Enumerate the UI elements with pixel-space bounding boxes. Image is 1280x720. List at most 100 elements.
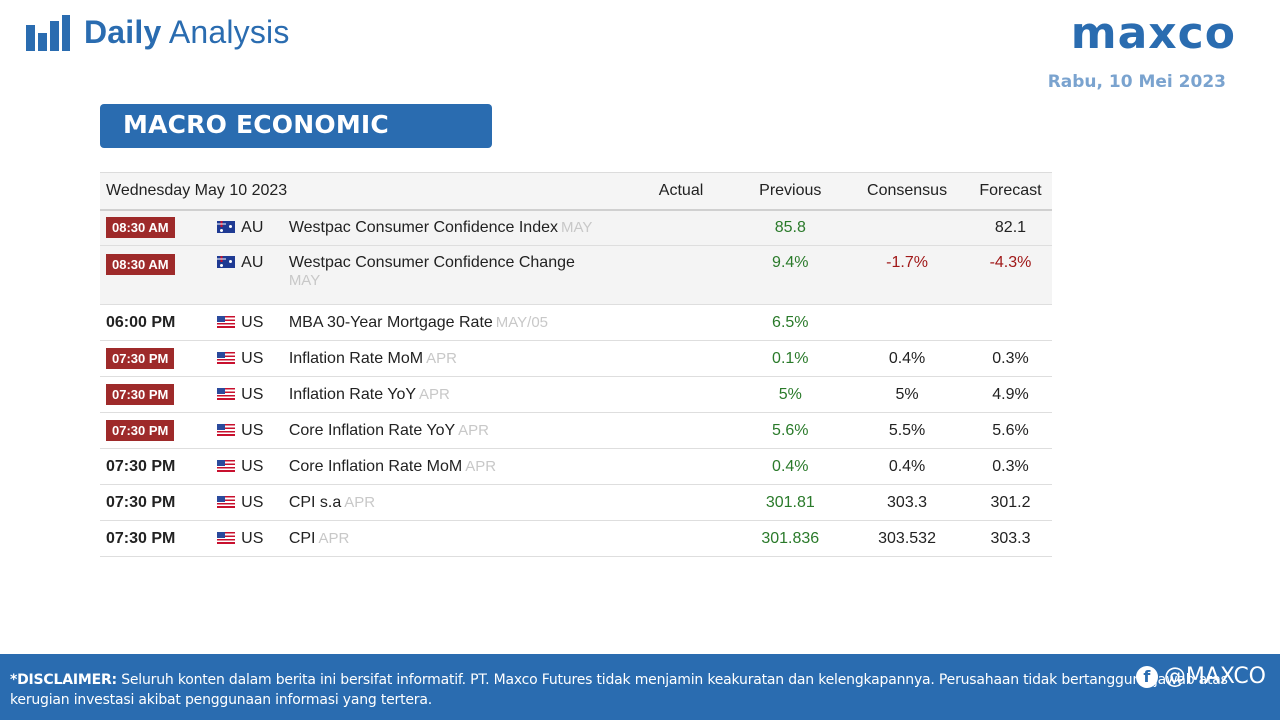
event-name-cell: CPI s.a APR xyxy=(289,485,627,521)
us-flag-icon xyxy=(217,459,236,472)
event-time-cell: 07:30 PM xyxy=(100,413,209,449)
disclaimer-label: *DISCLAIMER: xyxy=(10,672,117,688)
social-handle-text: @MAXCO xyxy=(1163,664,1266,689)
country-cell: AU xyxy=(209,246,289,305)
forecast-value: 303.3 xyxy=(990,529,1031,547)
col-consensus: Consensus xyxy=(867,181,948,199)
event-name: Core Inflation Rate MoM xyxy=(288,457,463,475)
forecast-value: 4.9% xyxy=(992,385,1029,403)
event-time: 07:30 PM xyxy=(106,457,176,475)
us-flag-icon xyxy=(217,423,236,436)
event-time-cell: 07:30 PM xyxy=(100,341,209,377)
actual-value xyxy=(627,485,736,521)
previous-value: 5% xyxy=(778,385,802,403)
country-cell: US xyxy=(209,377,289,413)
country-cell: US xyxy=(209,341,289,377)
au-flag-icon xyxy=(217,256,236,268)
event-name: Inflation Rate MoM xyxy=(288,349,424,367)
forecast-value: -4.3% xyxy=(989,254,1032,271)
actual-value xyxy=(627,449,736,485)
consensus-value: 5.5% xyxy=(888,421,926,439)
consensus-value: 5% xyxy=(895,385,919,403)
country-code: US xyxy=(241,457,264,475)
forecast-value: 0.3% xyxy=(992,457,1029,475)
previous-value: 85.8 xyxy=(774,218,806,236)
event-name-cell: MBA 30-Year Mortgage Rate MAY/05 xyxy=(289,305,627,341)
table-row: 07:30 PM US CPI s.a APR 301.81 303.3 301.2 xyxy=(100,485,1052,521)
event-period: MAY xyxy=(288,272,321,289)
forecast-value xyxy=(969,305,1052,341)
event-name-cell: Core Inflation Rate MoM APR xyxy=(289,449,627,485)
event-name: CPI xyxy=(288,529,316,547)
event-name-cell: Westpac Consumer Confidence Index MAY xyxy=(289,210,627,246)
disclaimer-footer: *DISCLAIMER: Seluruh konten dalam berita… xyxy=(0,654,1280,720)
disclaimer-text: Seluruh konten dalam berita ini bersifat… xyxy=(10,672,1228,708)
us-flag-icon xyxy=(217,387,236,400)
actual-value xyxy=(627,377,736,413)
us-flag-icon xyxy=(217,315,236,328)
event-period: APR xyxy=(344,493,376,511)
country-code: US xyxy=(241,529,264,547)
event-period: APR xyxy=(465,457,497,475)
consensus-value: 0.4% xyxy=(888,349,926,367)
bar-chart-icon xyxy=(26,14,70,51)
event-time-cell: 06:00 PM xyxy=(100,305,209,341)
table-row: 08:30 AM AU Westpac Consumer Confidence In… xyxy=(100,209,1052,246)
event-time: 07:30 PM xyxy=(106,348,175,369)
event-period: APR xyxy=(426,349,457,367)
event-name: MBA 30-Year Mortgage Rate xyxy=(288,313,493,331)
previous-value: 5.6% xyxy=(772,421,809,439)
event-name: Westpac Consumer Confidence Change xyxy=(288,254,575,271)
table-row: 07:30 PM US Core Inflation Rate YoY APR 5.6%… xyxy=(100,413,1052,449)
economic-calendar-table: Wednesday May 10 2023 Actual Previous Co… xyxy=(100,172,1052,557)
consensus-value: -1.7% xyxy=(886,254,928,271)
previous-value: 0.1% xyxy=(772,349,809,367)
event-name: Westpac Consumer Confidence Index xyxy=(288,218,558,236)
country-code: US xyxy=(241,313,264,331)
col-previous: Previous xyxy=(759,181,822,199)
event-time-cell: 07:30 PM xyxy=(100,485,209,521)
social-handle[interactable]: f @MAXCO xyxy=(1135,664,1266,689)
facebook-icon: f xyxy=(1135,665,1158,688)
table-date-header: Wednesday May 10 2023 xyxy=(106,181,288,199)
event-time-cell: 07:30 PM xyxy=(100,449,209,485)
us-flag-icon xyxy=(217,351,236,364)
section-title: MACRO ECONOMIC EVENTS xyxy=(100,104,492,181)
event-period: APR xyxy=(419,385,450,403)
country-cell: US xyxy=(209,449,289,485)
event-time-cell: 08:30 AM xyxy=(100,246,209,305)
event-time: 08:30 AM xyxy=(106,217,175,239)
actual-value xyxy=(627,210,736,246)
col-actual: Actual xyxy=(658,181,704,199)
table-row: 07:30 PM US Inflation Rate MoM APR 0.1% 0.4% 0… xyxy=(100,341,1052,377)
maxco-logo: maxco xyxy=(1070,8,1236,59)
consensus-value: 0.4% xyxy=(888,457,926,475)
actual-value xyxy=(627,341,736,377)
table-row: 06:00 PM US MBA 30-Year Mortgage Rate MAY/0… xyxy=(100,305,1052,341)
event-time: 08:30 AM xyxy=(106,254,175,275)
country-code: AU xyxy=(241,218,264,236)
country-code: US xyxy=(241,385,264,403)
country-code: US xyxy=(241,349,264,367)
table-row: 08:30 AM AU Westpac Consumer Confidence Ch… xyxy=(100,245,1052,305)
event-time: 07:30 PM xyxy=(106,384,175,405)
country-code: US xyxy=(241,493,264,511)
table-row: 07:30 PM US CPI APR 301.836 303.532 303.3 xyxy=(100,521,1052,557)
country-code: US xyxy=(241,421,264,439)
event-time-cell: 08:30 AM xyxy=(100,210,209,246)
event-time-cell: 07:30 PM xyxy=(100,521,209,557)
header-title: Daily Analysis xyxy=(84,14,290,50)
event-time: 07:30 PM xyxy=(106,529,176,547)
event-name-cell: Core Inflation Rate YoY APR xyxy=(289,413,627,449)
report-date: Rabu, 10 Mei 2023 xyxy=(1047,72,1226,92)
country-cell: US xyxy=(209,521,289,557)
event-name-cell: Inflation Rate YoY APR xyxy=(289,377,627,413)
actual-value xyxy=(627,413,736,449)
country-cell: US xyxy=(209,413,289,449)
event-time-cell: 07:30 PM xyxy=(100,377,209,413)
table-row: 07:30 PM US Core Inflation Rate MoM APR 0.4%… xyxy=(100,449,1052,485)
event-period: APR xyxy=(318,529,350,547)
previous-value: 0.4% xyxy=(772,457,809,475)
event-name: Inflation Rate YoY xyxy=(288,385,417,403)
event-time: 07:30 PM xyxy=(106,493,176,511)
